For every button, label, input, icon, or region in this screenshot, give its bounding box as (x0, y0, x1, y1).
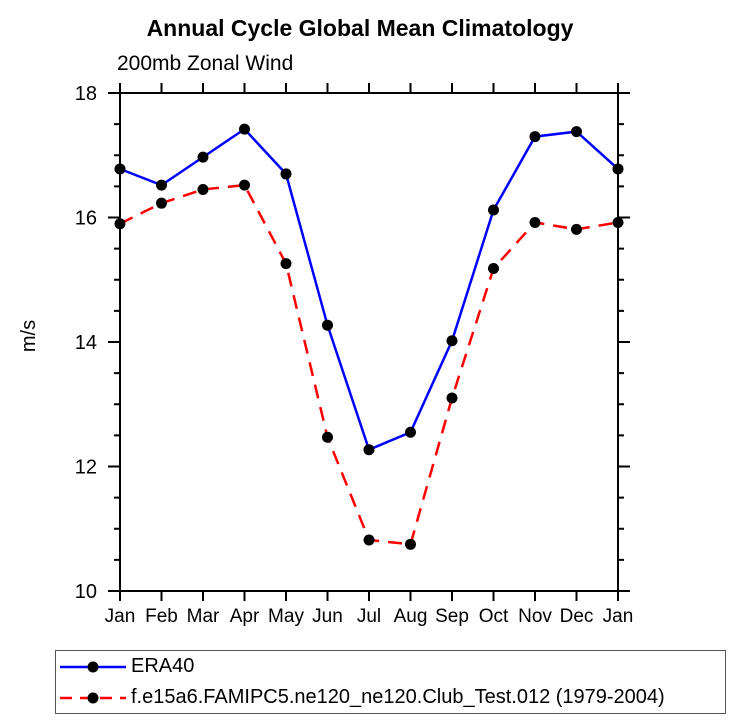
data-point-marker (363, 444, 375, 456)
data-point-marker (239, 179, 250, 191)
legend-solid-line-sample (60, 661, 126, 672)
x-tick-label: Nov (518, 606, 552, 627)
y-tick-label: 10 (75, 581, 97, 603)
plot-frame (119, 92, 619, 592)
data-point-marker (197, 151, 209, 163)
data-point-marker (612, 163, 624, 175)
x-tick-label: Jul (357, 606, 381, 627)
data-point-marker (156, 179, 167, 191)
data-point-marker (280, 168, 292, 180)
data-point-marker (197, 183, 209, 195)
x-tick-label: May (268, 606, 304, 627)
data-point-marker (529, 216, 541, 228)
x-tick-label: Feb (145, 606, 178, 627)
data-point-marker (363, 534, 375, 546)
legend-label-era40: ERA40 (131, 655, 195, 677)
data-point-marker (488, 263, 499, 275)
legend-item-era40: ERA40 (56, 651, 725, 682)
series-line-dashed (119, 183, 619, 546)
legend-item-model: f.e15a6.FAMIPC5.ne120_ne120.Club_Test.01… (56, 682, 725, 713)
data-point-marker (488, 204, 499, 216)
data-point-marker (156, 197, 167, 209)
legend-marker-dot (87, 661, 99, 672)
y-tick-label: 14 (75, 332, 97, 354)
x-tick-label: Jan (105, 606, 136, 627)
data-point-marker (446, 392, 458, 404)
data-point-marker (322, 319, 333, 331)
chart-subtitle: 200mb Zonal Wind (117, 52, 294, 75)
y-tick-label: 12 (75, 457, 97, 479)
y-tick-label: 18 (75, 83, 97, 105)
legend-dashed-line-sample (60, 692, 126, 703)
data-point-marker (571, 223, 582, 235)
x-tick-label: Jan (603, 606, 634, 627)
series-line-solid (119, 127, 619, 452)
x-tick-label: Dec (560, 606, 594, 627)
data-point-marker (322, 431, 333, 443)
x-tick-label: Sep (435, 606, 469, 627)
data-point-marker (239, 123, 250, 135)
data-point-marker (280, 258, 292, 270)
plot-area: Jan Feb Mar Apr May Jun Jul Aug Sep Oct Nov Dec Jan 1… (75, 83, 634, 627)
chart-title: Annual Cycle Global Mean Climatology (146, 15, 574, 41)
data-point-marker (405, 426, 416, 438)
data-point-marker (114, 163, 126, 175)
y-tick-label: 16 (75, 208, 97, 230)
data-point-marker (405, 538, 416, 550)
x-tick-label: Aug (394, 606, 428, 627)
data-point-marker (446, 335, 458, 347)
x-tick-label: Apr (230, 606, 260, 627)
x-tick-label: Jun (312, 606, 343, 627)
x-tick-label: Mar (187, 606, 220, 627)
data-point-marker (612, 216, 624, 228)
x-tick-label: Oct (479, 606, 509, 627)
legend-box: ERA40 f.e15a6.FAMIPC5.ne120_ne120.Club_T… (55, 650, 726, 714)
data-point-marker (529, 131, 541, 143)
data-point-marker (571, 126, 582, 138)
legend-marker-dot (87, 692, 99, 703)
legend-label-model: f.e15a6.FAMIPC5.ne120_ne120.Club_Test.01… (131, 686, 665, 708)
data-point-marker (114, 218, 126, 230)
